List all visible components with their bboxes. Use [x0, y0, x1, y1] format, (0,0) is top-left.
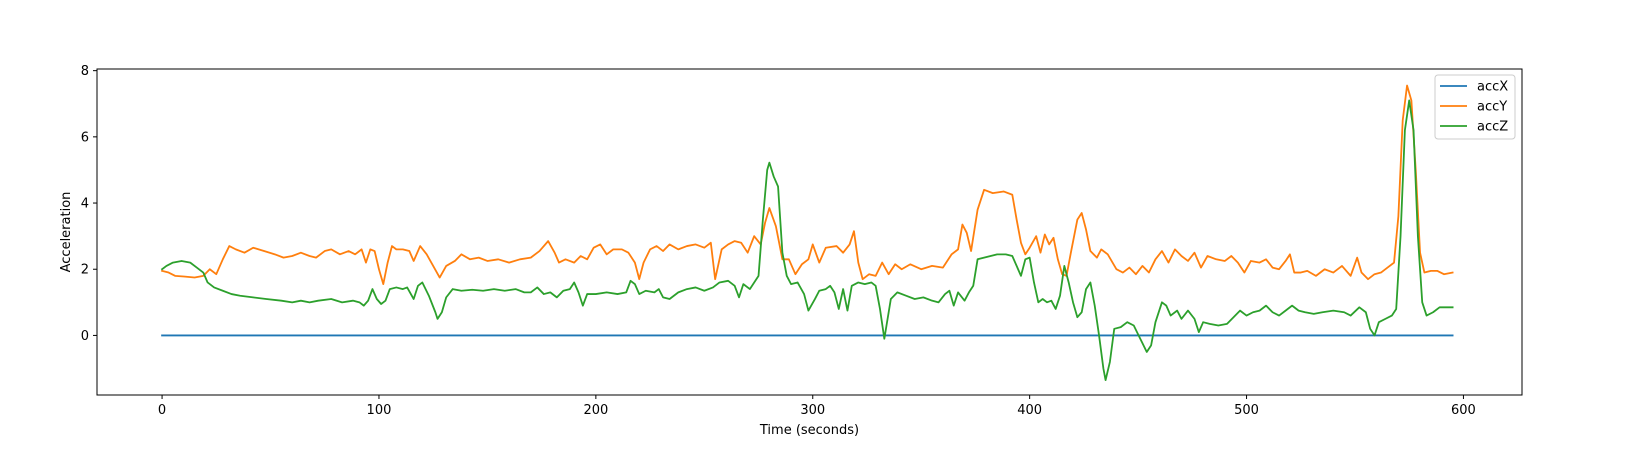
legend-label-accY: accY [1477, 100, 1507, 115]
x-tick-label: 500 [1234, 403, 1259, 418]
y-tick-label: 4 [81, 197, 89, 212]
y-axis-label: Acceleration [59, 192, 74, 273]
legend-box [1434, 74, 1516, 140]
x-axis: 0 100 200 300 400 500 600 [158, 395, 1476, 418]
y-axis: 0 2 4 6 8 [81, 64, 97, 344]
y-tick-label: 2 [81, 263, 89, 278]
x-tick-label: 200 [583, 403, 608, 418]
x-tick-label: 100 [367, 403, 392, 418]
plot-layer [160, 84, 1454, 382]
series-line-accZ [160, 99, 1454, 382]
plot-frame [96, 68, 1523, 396]
x-tick-label: 600 [1451, 403, 1476, 418]
x-axis-label: Time (seconds) [759, 423, 859, 438]
legend-label-accX: accX [1477, 80, 1508, 95]
x-tick-label: 0 [158, 403, 166, 418]
series-line-accY [160, 84, 1454, 286]
y-tick-label: 6 [81, 130, 89, 145]
legend: accX accY accZ [1434, 74, 1516, 140]
y-tick-label: 8 [81, 64, 89, 79]
x-tick-label: 400 [1017, 403, 1042, 418]
legend-label-accZ: accZ [1477, 120, 1508, 135]
y-tick-label: 0 [81, 329, 89, 344]
x-tick-label: 300 [800, 403, 825, 418]
